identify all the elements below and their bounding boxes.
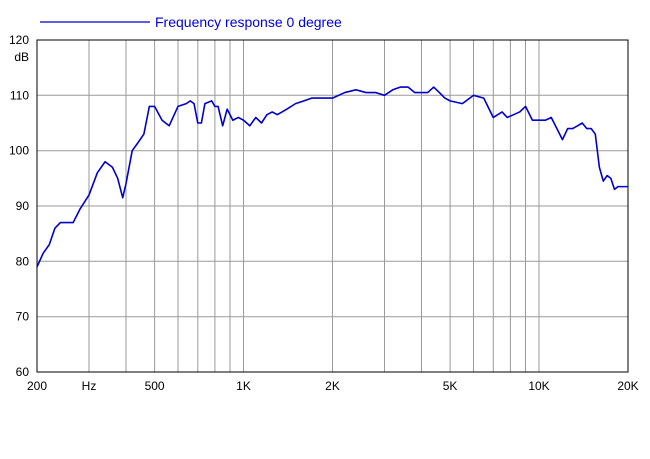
- legend-label: Frequency response 0 degree: [155, 14, 342, 30]
- y-tick-label: 110: [10, 88, 29, 102]
- y-tick-label: 90: [16, 199, 30, 213]
- grid-lines: [36, 39, 629, 373]
- series-line: [36, 86, 628, 268]
- x-tick-label: 1K: [236, 379, 251, 393]
- x-tick-label: 2K: [325, 379, 340, 393]
- y-axis-unit-label: dB: [14, 50, 29, 64]
- y-tick-label: 80: [16, 254, 30, 268]
- legend: Frequency response 0 degree: [40, 14, 342, 30]
- x-tick-label: Hz: [82, 379, 97, 393]
- y-tick-label: 120: [9, 33, 29, 47]
- x-tick-label: 10K: [528, 379, 549, 393]
- x-tick-label: 20K: [617, 379, 638, 393]
- y-tick-label: 100: [9, 144, 29, 158]
- y-tick-label: 60: [16, 365, 30, 379]
- x-tick-label: 200: [27, 379, 47, 393]
- plot-frame: [36, 39, 629, 373]
- x-tick-label: 500: [145, 379, 165, 393]
- series-layer: [36, 86, 628, 268]
- x-tick-label: 5K: [443, 379, 458, 393]
- y-tick-labels: 60 70 80 90 100 110 120: [9, 33, 29, 379]
- x-tick-labels: 200 Hz 500 1K 2K 5K 10K 20K: [27, 379, 639, 393]
- y-tick-label: 70: [16, 310, 30, 324]
